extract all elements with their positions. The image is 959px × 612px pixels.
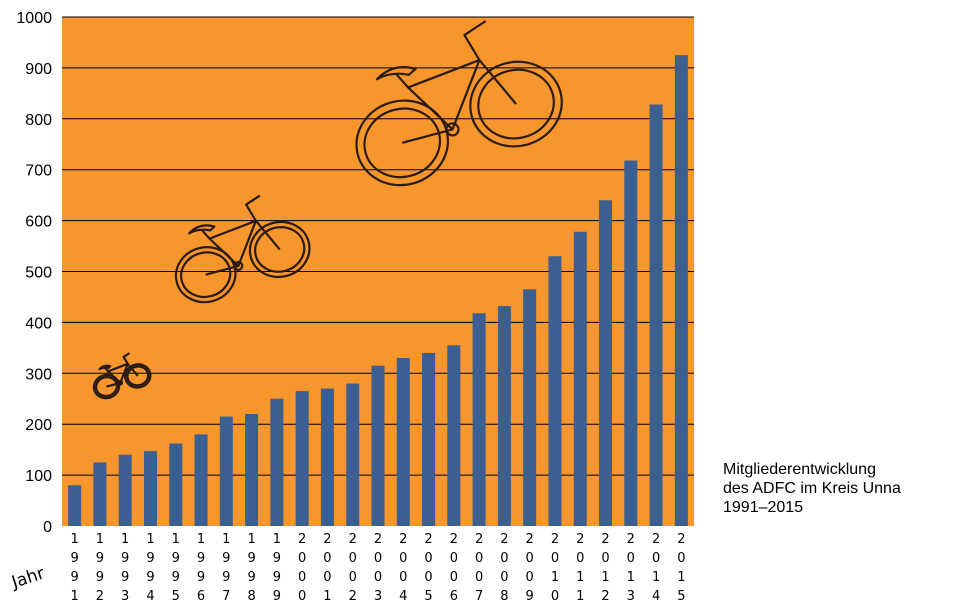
- bar-1998: [245, 414, 258, 526]
- bar-1999: [270, 399, 283, 526]
- x-axis-ticks: 1 9 9 1 1 9 9 2 1 9 9 3 1 9 9 4 1 9 9 5 1 9 9 6 1 9 9 7 1 9 9 8 1 9 9 9 2 0 0 0…: [70, 532, 685, 604]
- caption-line-3: 1991–2015: [723, 498, 901, 517]
- bar-2000: [296, 391, 309, 526]
- bar-1993: [119, 455, 132, 526]
- bar-2015: [675, 55, 688, 526]
- bar-2002: [346, 383, 359, 526]
- bar-1995: [169, 444, 182, 526]
- bar-2012: [599, 200, 612, 526]
- y-tick-label: 100: [25, 468, 52, 485]
- y-tick-label: 500: [25, 265, 52, 282]
- bar-2003: [372, 366, 385, 526]
- y-tick-label: 300: [25, 366, 52, 383]
- chart-caption: Mitgliederentwicklung des ADFC im Kreis …: [723, 460, 901, 517]
- bar-1996: [195, 434, 208, 526]
- y-tick-label: 0: [43, 519, 52, 536]
- bar-2004: [397, 358, 410, 526]
- bar-2007: [473, 313, 486, 526]
- y-tick-label: 900: [25, 61, 52, 78]
- bar-1994: [144, 451, 157, 526]
- bar-2011: [574, 232, 587, 526]
- y-tick-label: 1000: [16, 10, 52, 27]
- caption-line-2: des ADFC im Kreis Unna: [723, 479, 901, 498]
- y-axis-ticks: 0 100 200 300 400 500 600 700 800 900 1000: [16, 10, 52, 536]
- y-tick-label: 200: [25, 417, 52, 434]
- bar-2009: [523, 289, 536, 526]
- bar-2006: [447, 345, 460, 526]
- bar-2005: [422, 353, 435, 526]
- bar-2008: [498, 306, 511, 526]
- bar-1991: [68, 485, 81, 526]
- caption-line-1: Mitgliederentwicklung: [723, 460, 901, 479]
- bar-2013: [624, 161, 637, 526]
- bar-2001: [321, 389, 334, 526]
- y-tick-label: 700: [25, 163, 52, 180]
- y-tick-label: 600: [25, 214, 52, 231]
- x-axis-label: Jahr: [8, 563, 47, 593]
- bar-1997: [220, 417, 233, 526]
- y-tick-label: 800: [25, 112, 52, 129]
- bar-1992: [93, 462, 106, 526]
- bar-2014: [650, 105, 663, 526]
- bar-2010: [548, 256, 561, 526]
- y-tick-label: 400: [25, 315, 52, 332]
